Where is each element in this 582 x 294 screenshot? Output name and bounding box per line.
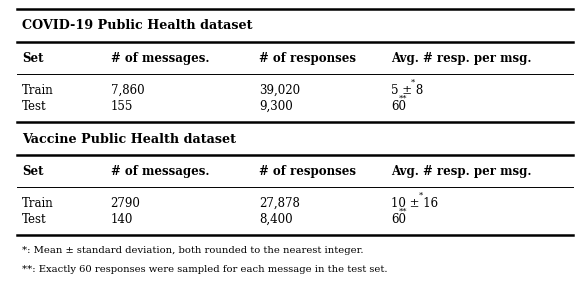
Text: 39,020: 39,020: [259, 84, 300, 97]
Text: 60: 60: [391, 100, 406, 113]
Text: 2790: 2790: [111, 197, 140, 210]
Text: # of messages.: # of messages.: [111, 52, 209, 65]
Text: *: Mean ± standard deviation, both rounded to the nearest integer.: *: Mean ± standard deviation, both round…: [22, 246, 364, 255]
Text: # of responses: # of responses: [259, 52, 356, 65]
Text: *: *: [411, 78, 415, 86]
Text: # of messages.: # of messages.: [111, 166, 209, 178]
Text: 8,400: 8,400: [259, 213, 293, 226]
Text: 27,878: 27,878: [259, 197, 300, 210]
Text: Test: Test: [22, 100, 47, 113]
Text: # of responses: # of responses: [259, 166, 356, 178]
Text: Set: Set: [22, 52, 44, 65]
Text: 140: 140: [111, 213, 133, 226]
Text: **: Exactly 60 responses were sampled for each message in the test set.: **: Exactly 60 responses were sampled fo…: [22, 265, 388, 274]
Text: 7,860: 7,860: [111, 84, 144, 97]
Text: 9,300: 9,300: [259, 100, 293, 113]
Text: 155: 155: [111, 100, 133, 113]
Text: Train: Train: [22, 197, 54, 210]
Text: Test: Test: [22, 213, 47, 226]
Text: **: **: [399, 207, 407, 216]
Text: Avg. # resp. per msg.: Avg. # resp. per msg.: [391, 166, 531, 178]
Text: COVID-19 Public Health dataset: COVID-19 Public Health dataset: [22, 19, 253, 32]
Text: Set: Set: [22, 166, 44, 178]
Text: **: **: [399, 94, 407, 102]
Text: 5 ± 8: 5 ± 8: [391, 84, 423, 97]
Text: 10 ± 16: 10 ± 16: [391, 197, 438, 210]
Text: *: *: [419, 191, 423, 200]
Text: Vaccine Public Health dataset: Vaccine Public Health dataset: [22, 133, 236, 146]
Text: Train: Train: [22, 84, 54, 97]
Text: 60: 60: [391, 213, 406, 226]
Text: Avg. # resp. per msg.: Avg. # resp. per msg.: [391, 52, 531, 65]
